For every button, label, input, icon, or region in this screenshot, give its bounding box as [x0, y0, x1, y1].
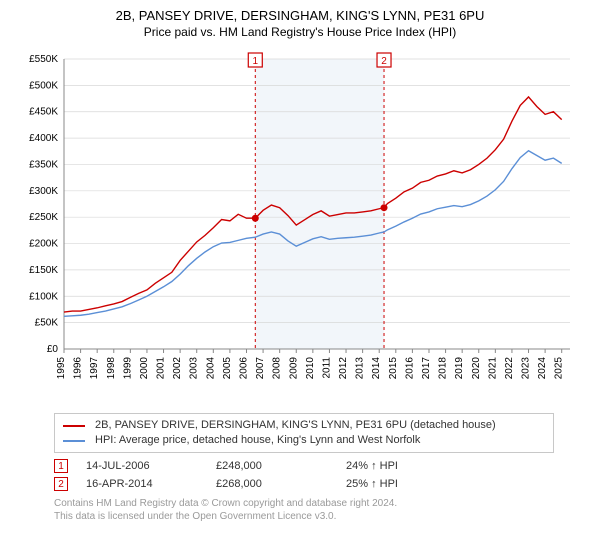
svg-text:2011: 2011 [321, 357, 332, 379]
sale-date: 14-JUL-2006 [86, 460, 216, 472]
legend-swatch [63, 440, 85, 442]
legend: 2B, PANSEY DRIVE, DERSINGHAM, KING'S LYN… [54, 413, 554, 453]
svg-text:2017: 2017 [421, 357, 432, 380]
svg-text:2023: 2023 [521, 357, 532, 380]
sale-row: 1 14-JUL-2006£248,00024% ↑ HPI [54, 459, 590, 473]
sale-date: 16-APR-2014 [86, 478, 216, 490]
svg-text:2021: 2021 [487, 357, 498, 380]
legend-swatch [63, 425, 85, 427]
svg-text:£300K: £300K [29, 186, 58, 197]
sales-list: 1 14-JUL-2006£248,00024% ↑ HPI 2 16-APR-201… [10, 459, 590, 491]
svg-text:2022: 2022 [504, 357, 515, 380]
svg-text:2024: 2024 [537, 357, 548, 380]
svg-text:1999: 1999 [122, 357, 133, 380]
svg-text:1: 1 [253, 56, 259, 67]
sale-delta: 24% ↑ HPI [346, 460, 476, 472]
svg-text:2001: 2001 [156, 357, 167, 380]
svg-text:£450K: £450K [29, 107, 58, 118]
legend-label: HPI: Average price, detached house, King… [95, 433, 420, 448]
svg-text:2: 2 [381, 56, 387, 67]
plot-area: £0 £50K £100K £150K £200K £250K £300K £350K £400… [20, 49, 580, 409]
sale-price: £248,000 [216, 460, 346, 472]
svg-text:£250K: £250K [29, 212, 58, 223]
svg-text:2009: 2009 [288, 357, 299, 380]
chart-title: 2B, PANSEY DRIVE, DERSINGHAM, KING'S LYN… [10, 8, 590, 23]
svg-text:2012: 2012 [338, 357, 349, 380]
svg-text:£0: £0 [47, 344, 59, 355]
svg-text:£100K: £100K [29, 291, 58, 302]
svg-text:2016: 2016 [404, 357, 415, 380]
sale-row: 2 16-APR-2014£268,00025% ↑ HPI [54, 477, 590, 491]
svg-text:1998: 1998 [106, 357, 117, 380]
svg-text:2010: 2010 [305, 357, 316, 380]
svg-text:2004: 2004 [205, 357, 216, 380]
svg-text:2005: 2005 [222, 357, 233, 380]
sale-marker: 2 [54, 477, 68, 491]
svg-text:2014: 2014 [371, 357, 382, 380]
legend-item: HPI: Average price, detached house, King… [63, 433, 545, 448]
svg-text:2025: 2025 [554, 357, 565, 380]
chart-subtitle: Price paid vs. HM Land Registry's House … [10, 25, 590, 39]
svg-text:1996: 1996 [73, 357, 84, 380]
svg-text:£550K: £550K [29, 54, 58, 65]
sale-delta: 25% ↑ HPI [346, 478, 476, 490]
svg-text:£50K: £50K [35, 318, 59, 329]
svg-text:2013: 2013 [355, 357, 366, 380]
svg-text:£150K: £150K [29, 265, 58, 276]
svg-text:2019: 2019 [454, 357, 465, 380]
svg-text:£400K: £400K [29, 133, 58, 144]
footer-line1: Contains HM Land Registry data © Crown c… [54, 497, 590, 510]
sale-price: £268,000 [216, 478, 346, 490]
svg-text:2015: 2015 [388, 357, 399, 380]
legend-label: 2B, PANSEY DRIVE, DERSINGHAM, KING'S LYN… [95, 418, 496, 433]
footer-line2: This data is licensed under the Open Gov… [54, 510, 590, 523]
svg-text:1997: 1997 [89, 357, 100, 380]
svg-text:2018: 2018 [438, 357, 449, 380]
sale-marker: 1 [54, 459, 68, 473]
legend-item: 2B, PANSEY DRIVE, DERSINGHAM, KING'S LYN… [63, 418, 545, 433]
chart-svg: £0 £50K £100K £150K £200K £250K £300K £350K £400… [20, 49, 580, 409]
svg-text:£500K: £500K [29, 80, 58, 91]
svg-text:2020: 2020 [471, 357, 482, 380]
svg-text:2003: 2003 [189, 357, 200, 380]
svg-text:2002: 2002 [172, 357, 183, 380]
svg-text:2000: 2000 [139, 357, 150, 380]
svg-text:£200K: £200K [29, 239, 58, 250]
svg-text:£350K: £350K [29, 159, 58, 170]
svg-text:2006: 2006 [238, 357, 249, 380]
chart-container: 2B, PANSEY DRIVE, DERSINGHAM, KING'S LYN… [0, 0, 600, 560]
svg-text:1995: 1995 [56, 357, 67, 380]
footer-attribution: Contains HM Land Registry data © Crown c… [54, 497, 590, 523]
svg-text:2007: 2007 [255, 357, 266, 380]
svg-text:2008: 2008 [272, 357, 283, 380]
